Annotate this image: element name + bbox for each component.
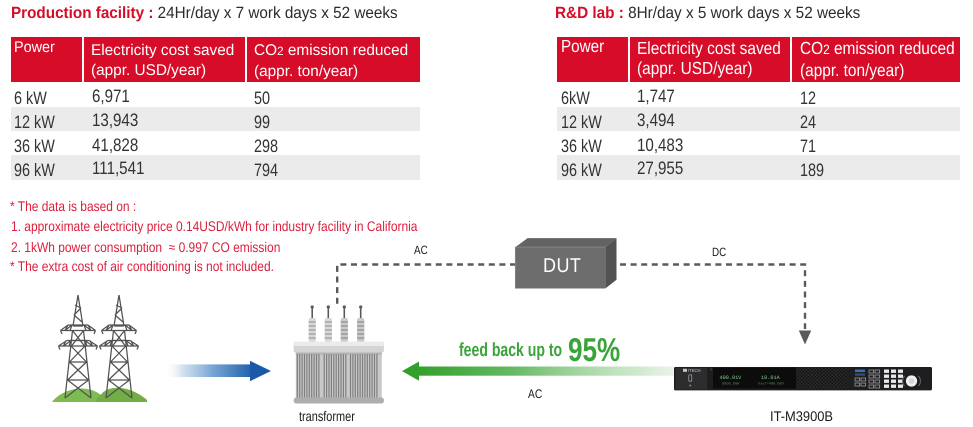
svg-text:Vset=400.00V: Vset=400.00V [758,382,785,387]
svg-text:400.01V: 400.01V [720,375,743,381]
svg-text:10.01A: 10.01A [761,375,781,381]
svg-text:ITECH: ITECH [688,368,701,373]
svg-text:0000.00W: 0000.00W [722,382,740,387]
